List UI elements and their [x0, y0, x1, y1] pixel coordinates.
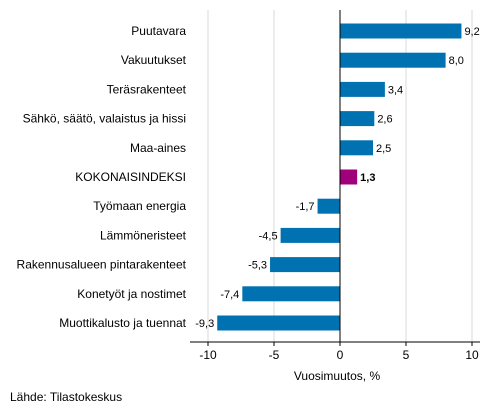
data-label: -1,7: [296, 201, 315, 213]
x-tick-label: 10: [465, 348, 479, 362]
bar: [340, 81, 385, 97]
category-label: Vakuutukset: [121, 53, 187, 67]
category-label: Työmaan energia: [93, 199, 186, 213]
data-label: -5,3: [248, 260, 267, 272]
category-label: Konetyöt ja nostimet: [77, 287, 186, 301]
data-label: 3,4: [388, 84, 403, 96]
bar: [317, 198, 340, 214]
x-axis-title: Vuosimuutos, %: [294, 369, 381, 383]
data-label: -9,3: [195, 318, 214, 330]
bar: [340, 140, 373, 156]
source-note: Lähde: Tilastokeskus: [10, 390, 123, 404]
bar: [340, 52, 446, 68]
category-label: Lämmöneristeet: [100, 228, 187, 242]
category-label: KOKONAISINDEKSI: [75, 170, 186, 184]
x-tick-label: 5: [403, 348, 410, 362]
category-label: Teräsrakenteet: [107, 82, 187, 96]
bar: [242, 286, 340, 302]
bar: [340, 111, 375, 127]
bar: [217, 315, 340, 331]
category-label: Rakennusalueen pintarakenteet: [17, 258, 187, 272]
category-label: Muottikalusto ja tuennat: [59, 316, 186, 330]
data-label: 9,2: [464, 26, 479, 38]
bar: [340, 23, 462, 39]
data-label: 8,0: [449, 55, 464, 67]
bar: [340, 169, 358, 185]
x-tick-label: -10: [199, 348, 217, 362]
data-label: 2,6: [377, 114, 392, 126]
data-label: 2,5: [376, 143, 391, 155]
category-label: Sähkö, säätö, valaistus ja hissi: [23, 112, 186, 126]
data-label: -4,5: [259, 230, 278, 242]
x-tick-label: -5: [269, 348, 280, 362]
data-label: 1,3: [360, 172, 375, 184]
category-label: Puutavara: [131, 24, 186, 38]
x-tick-label: 0: [337, 348, 344, 362]
category-label: Maa-aines: [130, 141, 186, 155]
bar: [280, 227, 340, 243]
data-label: -7,4: [220, 289, 239, 301]
bar: [270, 257, 340, 273]
